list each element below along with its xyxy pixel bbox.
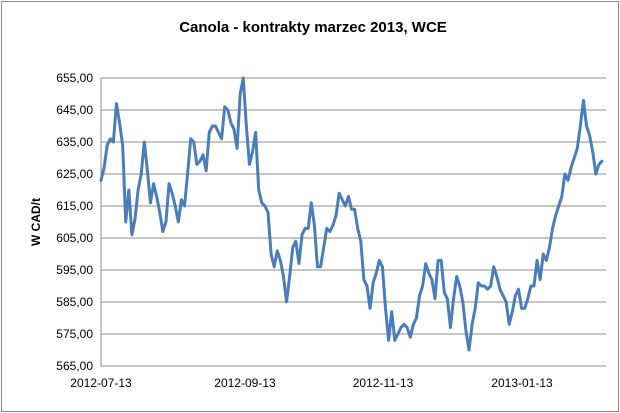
y-tick-label-7: 635,00 [56,135,93,149]
series-layer [99,76,604,352]
axes [100,78,606,367]
y-tick-label-5: 615,00 [56,199,93,213]
grid-lines [101,77,606,367]
chart-title: Canola - kontrakty marzec 2013, WCE [179,19,447,36]
y-tick-label-0: 565,00 [56,359,93,373]
y-axis-label: W CAD/t [29,198,43,246]
y-tick-label-8: 645,00 [56,103,93,117]
y-tick-label-2: 585,00 [56,295,93,309]
x-tick-label-3: 2013-01-13 [491,376,553,390]
y-tick-label-6: 625,00 [56,167,93,181]
x-tick-labels: 2012-07-13 2012-09-13 2012-11-13 2013-01-13 [70,376,553,390]
x-tick-label-1: 2012-09-13 [214,376,276,390]
y-tick-label-3: 595,00 [56,263,93,277]
x-tick-label-0: 2012-07-13 [70,376,132,390]
y-tick-label-9: 655,00 [56,71,93,85]
series-line-0 [99,76,604,352]
y-tick-labels: 565,00 575,00 585,00 595,00 605,00 615,00 625,… [56,71,93,373]
y-tick-label-1: 575,00 [56,327,93,341]
x-tick-label-2: 2012-11-13 [353,376,414,390]
y-tick-label-4: 605,00 [56,231,93,245]
